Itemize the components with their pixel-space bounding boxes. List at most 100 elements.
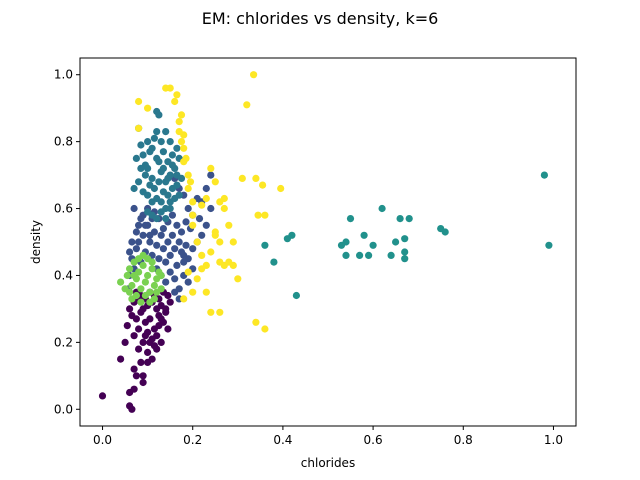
scatter-point	[137, 215, 145, 223]
scatter-point	[365, 251, 373, 259]
scatter-point	[184, 204, 192, 213]
scatter-point	[153, 288, 161, 296]
scatter-point	[173, 221, 181, 229]
scatter-point	[184, 268, 192, 276]
scatter-point	[202, 288, 210, 296]
scatter-point	[132, 372, 140, 380]
scatter-point	[545, 241, 553, 249]
scatter-point	[220, 204, 228, 213]
scatter-point	[177, 111, 186, 119]
scatter-point	[189, 245, 197, 253]
scatter-point	[211, 178, 219, 186]
scatter-point	[153, 128, 161, 136]
scatter-point	[202, 194, 210, 203]
scatter-point	[202, 221, 210, 229]
scatter-point	[254, 211, 262, 219]
scatter-point	[139, 378, 147, 387]
scatter-point	[189, 198, 197, 206]
scatter-point	[177, 138, 186, 146]
scatter-point	[175, 128, 183, 136]
x-tick-label: 0.8	[454, 433, 473, 447]
scatter-point	[229, 238, 237, 246]
scatter-point	[98, 392, 107, 400]
scatter-point	[195, 215, 204, 223]
scatter-point	[141, 278, 149, 286]
scatter-point	[173, 144, 181, 152]
scatter-point	[141, 221, 149, 229]
scatter-point	[157, 198, 165, 206]
scatter-point	[164, 174, 172, 182]
scatter-point	[150, 134, 158, 142]
scatter-point	[261, 241, 269, 249]
scatter-point	[207, 171, 215, 179]
scatter-point	[148, 258, 156, 266]
scatter-point	[177, 228, 186, 236]
scatter-point	[155, 158, 163, 166]
scatter-point	[182, 154, 190, 162]
scatter-point	[171, 288, 179, 296]
scatter-point	[198, 251, 206, 259]
scatter-point	[198, 265, 206, 273]
scatter-point	[189, 211, 197, 219]
scatter-point	[164, 291, 172, 300]
scatter-point	[180, 251, 188, 259]
scatter-point	[184, 278, 192, 286]
scatter-point	[126, 288, 134, 296]
scatter-point	[150, 295, 158, 303]
scatter-point	[171, 275, 179, 283]
scatter-point	[175, 118, 183, 126]
scatter-point	[130, 385, 138, 393]
y-tick-label: 0.2	[54, 335, 73, 349]
scatter-point	[148, 355, 156, 363]
scatter-point	[211, 231, 219, 239]
scatter-point	[126, 305, 134, 313]
scatter-point	[173, 181, 181, 189]
scatter-point	[135, 124, 143, 132]
scatter-point	[128, 405, 136, 413]
scatter-point	[346, 215, 355, 223]
scatter-point	[164, 238, 172, 246]
scatter-point	[144, 104, 152, 112]
scatter-point	[157, 271, 165, 280]
scatter-point	[132, 154, 140, 162]
scatter-point	[392, 238, 400, 246]
scatter-point	[207, 204, 215, 213]
scatter-point	[166, 84, 174, 92]
scatter-point	[540, 171, 549, 179]
scatter-point	[130, 365, 138, 373]
scatter-point	[166, 268, 174, 276]
scatter-point	[128, 238, 136, 246]
scatter-point	[144, 271, 152, 280]
y-tick-label: 1.0	[54, 68, 73, 82]
scatter-point	[401, 235, 409, 243]
scatter-point	[164, 191, 172, 199]
scatter-point	[146, 315, 154, 323]
scatter-point	[216, 308, 224, 316]
scatter-point	[157, 338, 165, 346]
scatter-point	[171, 97, 179, 106]
scatter-point	[234, 275, 242, 283]
scatter-point	[157, 315, 165, 323]
scatter-point	[135, 221, 143, 229]
scatter-point	[137, 358, 145, 366]
y-tick-label: 0.0	[54, 402, 73, 416]
scatter-point	[171, 245, 179, 253]
scatter-point	[157, 138, 165, 146]
scatter-point	[193, 275, 201, 283]
scatter-point	[180, 295, 188, 303]
scatter-point	[220, 194, 228, 203]
scatter-point	[252, 174, 260, 182]
scatter-point	[207, 248, 215, 256]
scatter-point	[342, 251, 350, 259]
scatter-point	[202, 184, 210, 193]
scatter-point	[166, 138, 174, 146]
y-axis: 0.0 0.2 0.4 0.6 0.8 1.0	[54, 68, 80, 416]
scatter-point	[189, 288, 197, 296]
scatter-point	[139, 151, 147, 159]
x-tick-label: 1.0	[544, 433, 563, 447]
scatter-point	[396, 215, 404, 223]
scatter-point	[216, 238, 224, 246]
scatter-point	[150, 281, 158, 290]
scatter-point	[155, 111, 163, 119]
